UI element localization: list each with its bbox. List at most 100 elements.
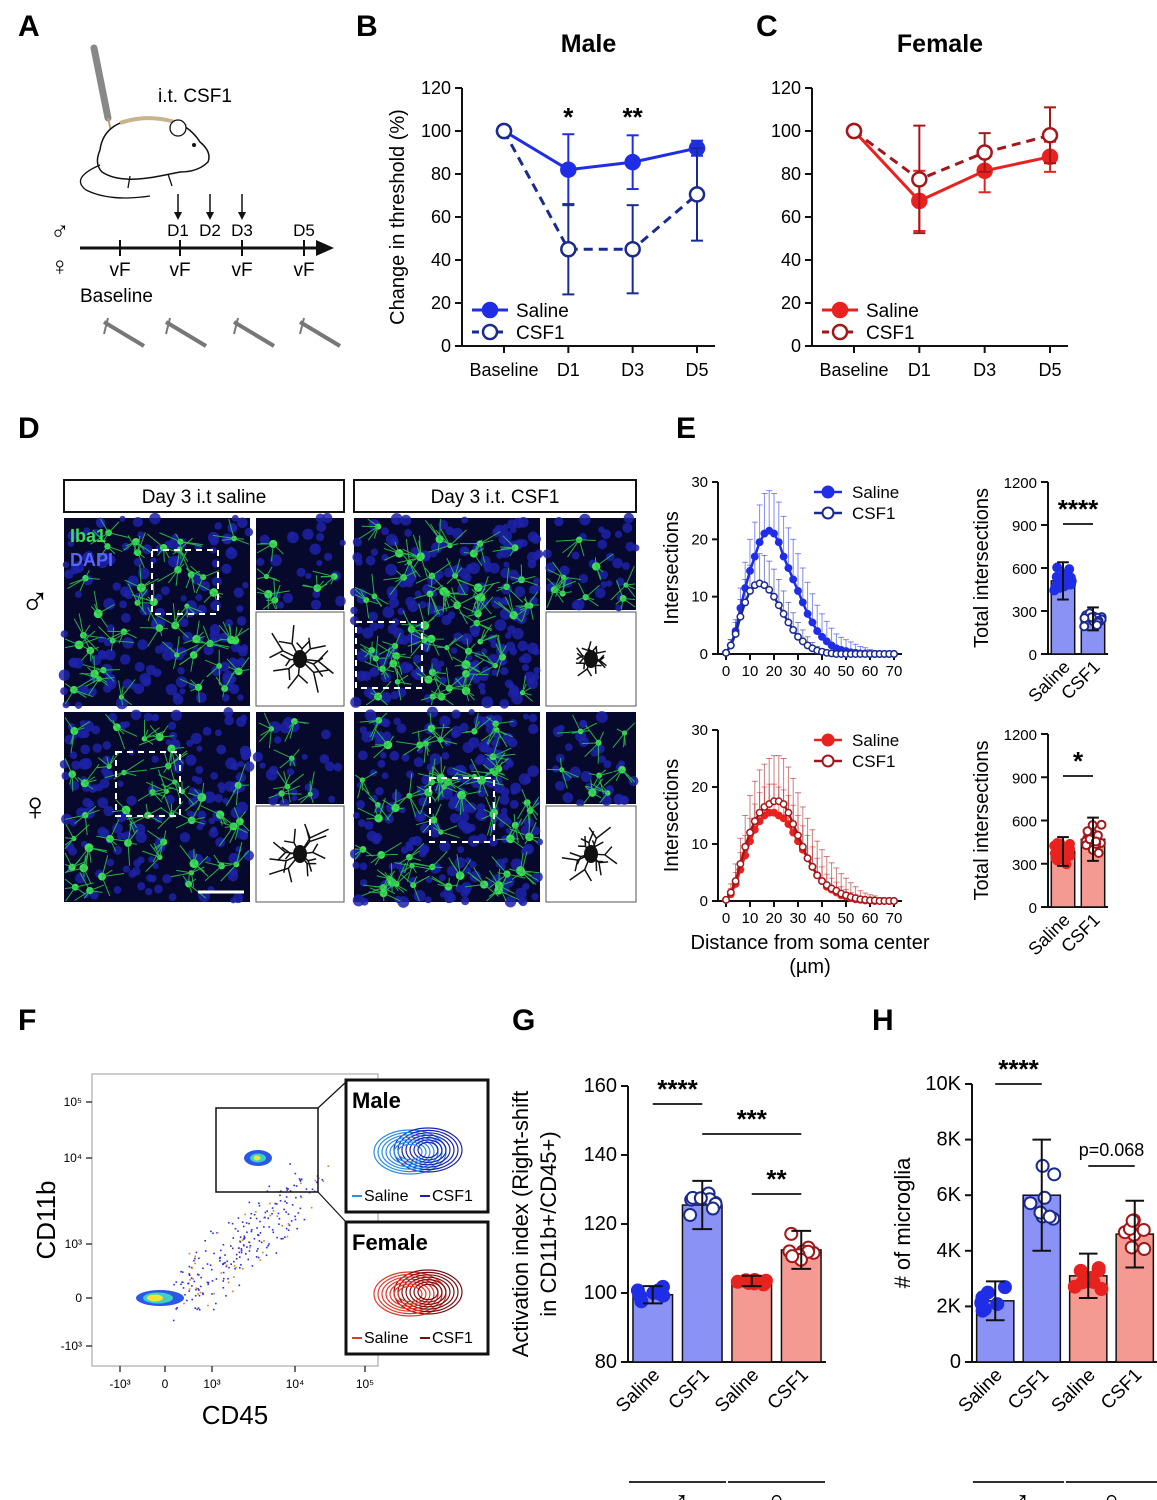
- dapi-nucleus: [576, 799, 585, 808]
- dapi-nucleus: [472, 659, 480, 667]
- data-point: [1079, 613, 1090, 624]
- dapi-nucleus: [471, 629, 480, 638]
- panel-f-flow: -10³ 0 10³ 10⁴ 10⁵ 10⁵ 10⁴ 10³ 0 -10³ CD45 CD11b Mal…: [31, 1073, 490, 1430]
- y-tick-label: 140: [584, 1144, 617, 1166]
- y-tick-label: 0: [75, 1291, 82, 1305]
- dapi-nucleus: [381, 527, 390, 536]
- dapi-nucleus: [362, 627, 374, 639]
- dapi-nucleus: [97, 650, 106, 658]
- cell-event: [271, 1212, 273, 1215]
- cell-event: [219, 1260, 221, 1262]
- y-tick-label: 40: [431, 250, 451, 270]
- microglia-process: [546, 577, 572, 595]
- y-tick-label: 10⁴: [63, 1151, 82, 1165]
- y-tick-label: 8K: [937, 1129, 962, 1151]
- dapi-nucleus: [100, 828, 110, 839]
- cell-event: [191, 1298, 193, 1301]
- microglia-skeleton-icon: [561, 826, 618, 882]
- dapi-nucleus: [133, 683, 145, 695]
- dapi-nucleus: [319, 754, 330, 764]
- cell-event: [232, 1237, 235, 1239]
- microglia-process: [215, 667, 237, 697]
- microglia-process: [179, 639, 210, 672]
- dapi-nucleus: [316, 532, 325, 542]
- microglia-process: [397, 548, 421, 569]
- dapi-nucleus: [137, 882, 146, 891]
- data-point-csf1: [688, 186, 706, 203]
- dapi-nucleus: [517, 640, 528, 652]
- chart-g: 80 100 120 140 160 Activation index (Right-sh…: [508, 1074, 826, 1500]
- dapi-nucleus: [532, 648, 540, 656]
- cell-event: [295, 1185, 298, 1187]
- dapi-nucleus: [230, 761, 239, 771]
- dapi-nucleus: [531, 826, 541, 836]
- cell-event: [194, 1262, 196, 1265]
- cell-event: [211, 1293, 213, 1295]
- von-frey-tip-icon: [103, 317, 109, 335]
- cell-event: [265, 1246, 268, 1249]
- dapi-nucleus: [594, 587, 606, 599]
- microglia-process: [64, 630, 98, 652]
- microglia-process: [354, 573, 389, 608]
- contour-saline: [385, 1278, 435, 1310]
- microglia-process: [430, 813, 460, 839]
- legend-marker: [821, 506, 835, 520]
- dapi-nucleus: [177, 647, 187, 657]
- dapi-nucleus: [545, 562, 557, 574]
- cell-event: [287, 1229, 290, 1231]
- series-line-saline: [503, 129, 698, 172]
- microglia-process: [377, 644, 411, 676]
- dapi-nucleus: [352, 861, 360, 869]
- skeleton-male-saline: [255, 611, 345, 707]
- dapi-nucleus: [231, 514, 239, 522]
- cell-event: [268, 1226, 270, 1228]
- dapi-nucleus: [364, 820, 374, 830]
- y-tick-label: 10³: [65, 1237, 82, 1251]
- column-header-csf1-label: Day 3 i.t. CSF1: [431, 487, 560, 508]
- microglia-process: [105, 713, 138, 750]
- image-female-csf1: [349, 706, 544, 908]
- data-point-saline: [818, 632, 826, 641]
- microglia-process: [517, 789, 539, 825]
- cell-event: [222, 1263, 224, 1266]
- microglia-process: [142, 842, 164, 872]
- dapi-nucleus: [450, 647, 458, 654]
- cell-event: [222, 1286, 225, 1289]
- cell-event: [188, 1288, 191, 1290]
- dapi-nucleus: [62, 561, 70, 568]
- dapi-nucleus: [625, 541, 636, 552]
- cell-event: [300, 1178, 303, 1181]
- dapi-nucleus: [380, 672, 392, 683]
- dapi-nucleus: [196, 823, 204, 831]
- microglia-process: [170, 855, 209, 888]
- data-point-csf1: [726, 641, 735, 650]
- cell-event: [189, 1279, 191, 1281]
- microglia-process: [478, 752, 510, 782]
- dapi-nucleus: [132, 516, 143, 528]
- y-tick-label: 160: [584, 1075, 617, 1097]
- dapi-nucleus: [168, 538, 181, 550]
- dapi-nucleus: [419, 601, 427, 609]
- microglia-process: [460, 531, 501, 563]
- cell-event: [215, 1302, 217, 1305]
- y-axis-label: Intersections: [661, 759, 683, 872]
- microglia-process: [118, 679, 136, 706]
- contour-csf1: [417, 1283, 439, 1301]
- microglia-process: [354, 588, 379, 619]
- cell-event: [263, 1216, 266, 1219]
- y-tick-label: 10: [691, 836, 708, 853]
- arrow-down-icon: [238, 212, 246, 220]
- cell-event: [310, 1206, 313, 1209]
- dapi-nucleus: [387, 589, 398, 601]
- data-point-csf1: [770, 592, 778, 601]
- dapi-nucleus: [480, 648, 488, 655]
- dapi-nucleus: [95, 783, 104, 792]
- dapi-nucleus: [87, 687, 97, 697]
- microglia-process: [182, 870, 206, 899]
- dapi-nucleus: [499, 698, 510, 709]
- microglia-process: [204, 649, 221, 686]
- cell-event: [276, 1236, 278, 1239]
- cell-event: [300, 1196, 303, 1199]
- dapi-nucleus: [259, 534, 270, 545]
- legend-label: CSF1: [516, 323, 565, 344]
